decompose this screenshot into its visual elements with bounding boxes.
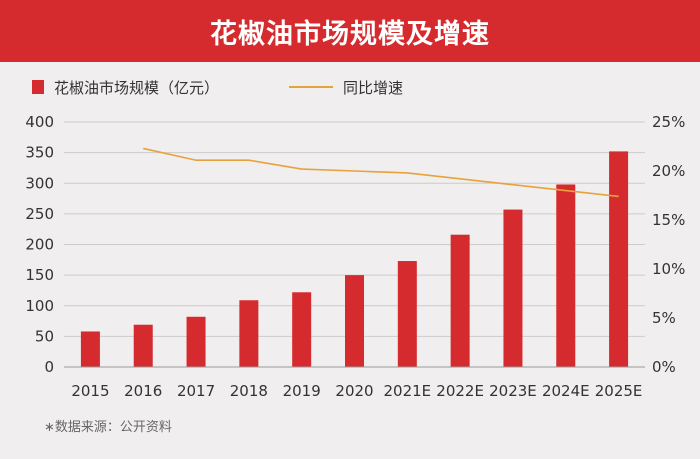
legend-line-swatch	[289, 86, 334, 88]
y-right-tick-label: 0%	[652, 358, 676, 376]
x-tick-label: 2020	[335, 382, 373, 400]
x-tick-label: 2016	[124, 382, 162, 400]
source-note: ∗数据来源：公开资料	[44, 420, 172, 435]
x-tick-label: 2021E	[383, 382, 431, 400]
chart-title: 花椒油市场规模及增速	[210, 18, 490, 50]
bar	[556, 184, 576, 367]
y-left-tick-label: 100	[25, 297, 54, 315]
x-tick-label: 2023E	[489, 382, 537, 400]
bar	[186, 316, 206, 367]
y-left-tick-label: 200	[25, 236, 54, 254]
bar	[609, 151, 629, 367]
x-tick-label: 2022E	[436, 382, 484, 400]
y-left-tick-label: 300	[25, 174, 54, 192]
title-banner: 花椒油市场规模及增速	[0, 0, 700, 62]
y-right-tick-label: 20%	[652, 162, 685, 180]
legend-bar-swatch	[32, 80, 44, 94]
y-left-tick-label: 0	[44, 358, 54, 376]
y-left-tick-label: 50	[35, 327, 54, 345]
bar	[503, 209, 523, 367]
x-tick-label: 2018	[230, 382, 268, 400]
y-left-tick-label: 150	[25, 266, 54, 284]
y-left-tick-label: 350	[25, 144, 54, 162]
legend-line-label: 同比增速	[343, 78, 404, 97]
bar	[133, 324, 153, 367]
bar	[345, 275, 364, 367]
bar	[239, 300, 259, 367]
legend: 花椒油市场规模（亿元） 同比增速	[32, 75, 403, 99]
x-tick-label: 2025E	[595, 382, 643, 400]
bar	[450, 234, 470, 367]
growth-line	[143, 147, 619, 198]
x-tick-label: 2024E	[542, 382, 590, 400]
y-left-tick-label: 250	[25, 205, 54, 223]
y-left-tick-label: 400	[25, 113, 54, 131]
bar	[80, 331, 100, 367]
y-right-tick-label: 25%	[652, 113, 685, 131]
y-right-tick-label: 5%	[652, 309, 676, 327]
x-tick-label: 2015	[71, 382, 109, 400]
y-right-tick-label: 15%	[652, 211, 685, 229]
bar	[397, 261, 417, 367]
x-tick-label: 2019	[283, 382, 321, 400]
y-right-tick-label: 10%	[652, 260, 685, 278]
legend-bar-label: 花椒油市场规模（亿元）	[54, 78, 220, 97]
bar	[292, 292, 312, 367]
x-tick-label: 2017	[177, 382, 215, 400]
